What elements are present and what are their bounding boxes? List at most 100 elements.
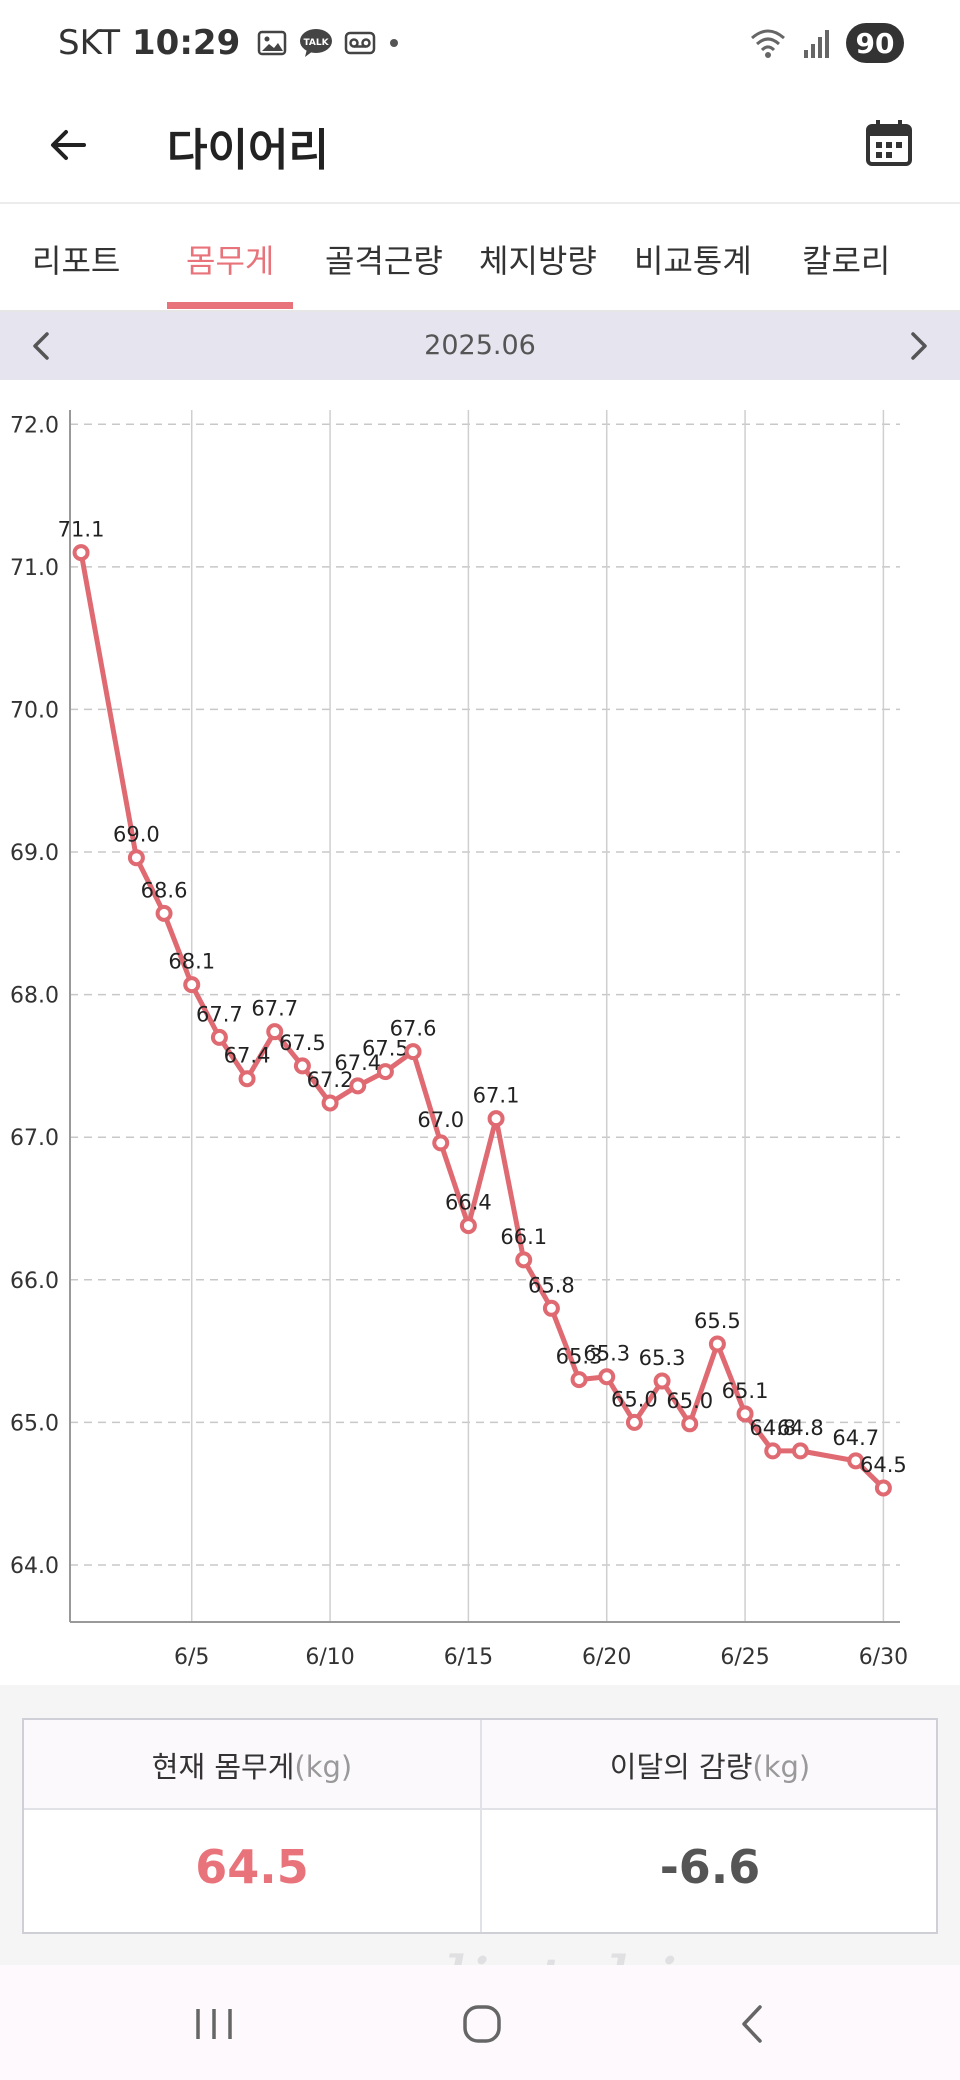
data-point <box>183 976 201 994</box>
tab-report[interactable]: 리포트 <box>32 242 121 280</box>
data-label: 67.4 <box>334 1051 381 1075</box>
current-month: 2025.06 <box>424 330 536 361</box>
data-label: 66.1 <box>500 1225 547 1249</box>
data-point <box>210 1028 228 1046</box>
battery-indicator: 90 <box>846 23 904 63</box>
data-point <box>321 1094 339 1112</box>
data-point <box>625 1413 643 1431</box>
carrier-label: SKT <box>58 23 121 63</box>
y-tick-label: 68.0 <box>10 984 59 1009</box>
data-label: 64.8 <box>777 1416 824 1440</box>
monthly-loss-label: 이달의 감량(kg) <box>482 1744 938 1786</box>
data-label: 67.1 <box>473 1084 520 1108</box>
data-label: 67.7 <box>251 997 298 1021</box>
y-tick-label: 66.0 <box>10 1269 59 1294</box>
data-label: 65.3 <box>639 1346 686 1370</box>
current-weight-label-text: 현재 몸무게 <box>151 1750 295 1784</box>
x-tick-label: 6/15 <box>444 1645 493 1670</box>
data-point <box>681 1415 699 1433</box>
weight-line-chart: 64.0 65.0 66.0 67.0 68.0 69.0 70.0 71.0 72.0 6/5 6… <box>10 410 908 1670</box>
data-label: 69.0 <box>113 823 160 847</box>
data-label: 65.0 <box>611 1387 658 1411</box>
summary-divider <box>480 1720 482 1932</box>
y-tick-label: 65.0 <box>10 1411 59 1436</box>
month-navigator: 2025.06 <box>0 312 960 380</box>
data-label: 67.5 <box>279 1031 326 1055</box>
x-tick-label: 6/5 <box>174 1645 209 1670</box>
summary-card: 현재 몸무게(kg) 이달의 감량(kg) 64.5 -6.6 <box>22 1718 938 1934</box>
data-label: 71.1 <box>58 518 105 542</box>
data-point <box>847 1452 865 1470</box>
monthly-loss-label-text: 이달의 감량 <box>609 1750 753 1784</box>
data-label: 65.8 <box>528 1273 575 1297</box>
data-label: 64.7 <box>832 1426 879 1450</box>
kakaotalk-icon: TALK <box>300 29 333 57</box>
signal-icon <box>804 30 829 58</box>
data-point <box>293 1057 311 1075</box>
data-point <box>432 1134 450 1152</box>
data-point <box>736 1405 754 1423</box>
active-tab-indicator <box>167 302 293 309</box>
recent-apps-icon[interactable] <box>184 1999 244 2049</box>
calendar-icon[interactable] <box>862 116 916 170</box>
chevron-left-icon[interactable] <box>22 326 62 366</box>
data-label: 68.6 <box>141 878 188 902</box>
data-point <box>598 1368 616 1386</box>
data-point <box>515 1251 533 1269</box>
data-point <box>459 1217 477 1235</box>
x-tick-label: 6/10 <box>305 1645 354 1670</box>
data-label: 68.1 <box>168 950 215 974</box>
y-tick-label: 71.0 <box>10 556 59 581</box>
tab-calories[interactable]: 칼로리 <box>802 242 891 280</box>
tab-muscle-mass[interactable]: 골격근량 <box>325 242 443 280</box>
notification-icons: TALK <box>256 27 402 59</box>
data-label: 65.3 <box>583 1342 630 1366</box>
y-tick-label: 64.0 <box>10 1554 59 1579</box>
tab-weight[interactable]: 몸무게 <box>186 242 275 280</box>
data-point <box>266 1023 284 1041</box>
data-point <box>570 1371 588 1389</box>
status-bar: SKT 10:29 TALK <box>0 0 960 86</box>
chevron-right-icon[interactable] <box>898 326 938 366</box>
data-label: 65.1 <box>722 1379 769 1403</box>
tab-compare-stats[interactable]: 비교통계 <box>634 242 752 280</box>
data-point <box>238 1070 256 1088</box>
data-label: 67.7 <box>196 1002 243 1026</box>
app-bar: 다이어리 <box>0 86 960 204</box>
y-tick-label: 72.0 <box>10 413 59 438</box>
data-label: 65.0 <box>666 1389 713 1413</box>
weight-series-line <box>78 552 886 1490</box>
page-title: 다이어리 <box>167 125 329 176</box>
back-arrow-icon[interactable] <box>44 120 94 170</box>
x-tick-label: 6/30 <box>859 1645 908 1670</box>
data-label: 64.8 <box>749 1416 796 1440</box>
data-point <box>376 1063 394 1081</box>
tab-bar: 리포트 몸무게 골격근량 체지방량 비교통계 칼로리 <box>0 206 960 312</box>
data-label: 65.3 <box>556 1345 603 1369</box>
svg-text:TALK: TALK <box>304 38 330 48</box>
data-point <box>874 1479 892 1497</box>
back-nav-icon[interactable] <box>722 1999 782 2049</box>
weight-chart: 64.0 65.0 66.0 67.0 68.0 69.0 70.0 71.0 72.0 6/5 6… <box>0 380 960 1685</box>
data-point <box>155 904 173 922</box>
data-point <box>542 1299 560 1317</box>
voicemail-icon <box>345 31 376 55</box>
y-tick-label: 69.0 <box>10 841 59 866</box>
data-label: 67.0 <box>417 1108 464 1132</box>
home-icon[interactable] <box>452 1999 512 2049</box>
data-label: 65.5 <box>694 1309 741 1333</box>
data-point <box>404 1043 422 1061</box>
x-tick-label: 6/20 <box>582 1645 631 1670</box>
data-label: 67.2 <box>307 1068 354 1092</box>
data-point <box>127 849 145 867</box>
data-point <box>72 544 90 562</box>
wifi-icon <box>751 29 785 58</box>
data-label: 64.5 <box>860 1453 907 1477</box>
x-tick-label: 6/25 <box>720 1645 769 1670</box>
data-label: 66.4 <box>445 1191 492 1215</box>
current-weight-value: 64.5 <box>195 1840 309 1894</box>
tab-body-fat[interactable]: 체지방량 <box>479 242 597 280</box>
data-point <box>487 1110 505 1128</box>
system-navigation-bar <box>0 1965 960 2080</box>
data-label: 67.4 <box>224 1044 271 1068</box>
